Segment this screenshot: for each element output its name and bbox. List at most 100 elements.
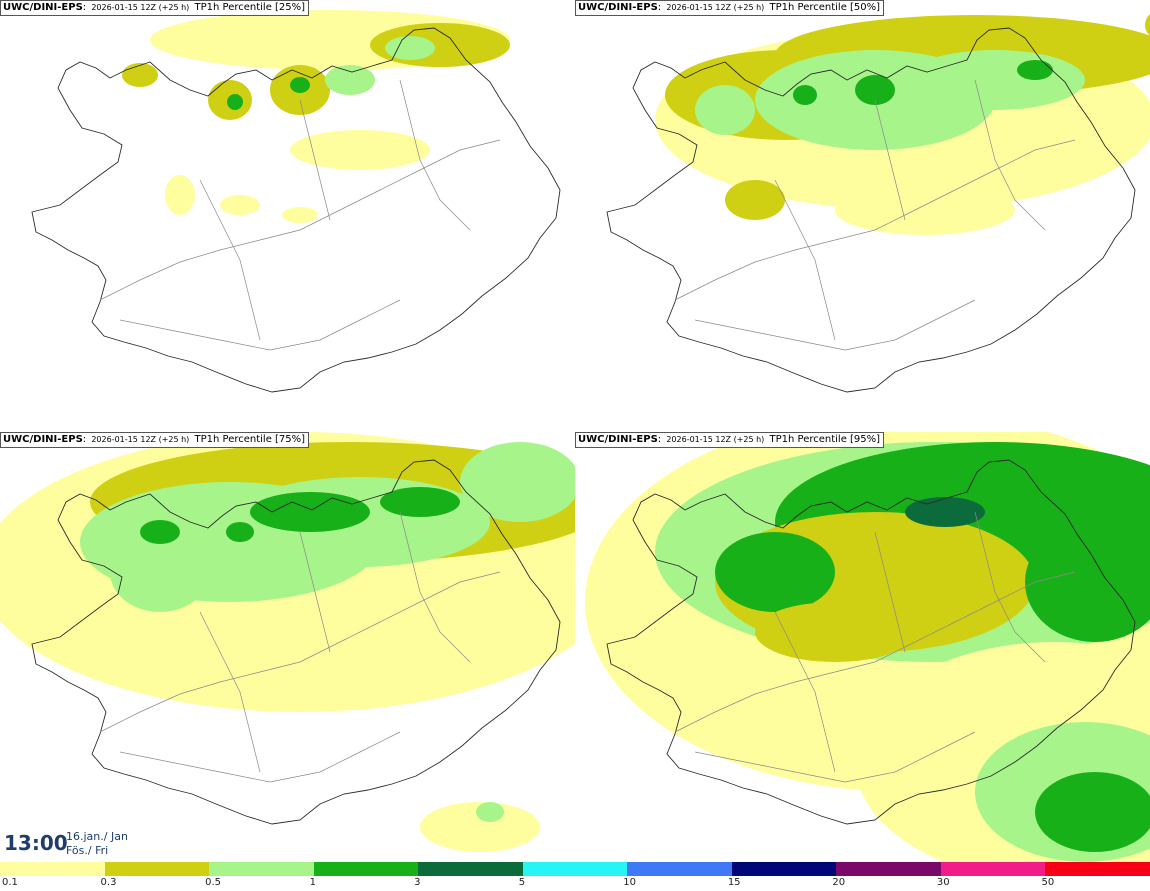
product-name: TP1h Percentile [25%] <box>194 2 306 13</box>
product-name: TP1h Percentile [50%] <box>769 2 881 13</box>
legend-label: 0.1 <box>2 877 18 888</box>
panel-title: UWC/DINI-EPS: 2026-01-15 12Z (+25 h) TP1… <box>0 432 310 448</box>
coastline <box>31 459 561 825</box>
road-line <box>694 299 976 351</box>
precip-area <box>290 77 310 93</box>
precip-area <box>226 522 254 542</box>
precip-area <box>122 63 158 87</box>
legend-swatch <box>940 862 1046 876</box>
legend-label: 20 <box>832 877 846 888</box>
road-line <box>99 139 501 301</box>
precip-field <box>122 10 510 223</box>
color-legend-labels: 0.1 0.3 0.5 1 3 5 10 15 20 30 50 <box>0 877 1150 891</box>
coastline <box>606 27 1136 393</box>
map-panel-p75: UWC/DINI-EPS: 2026-01-15 12Z (+25 h) TP1… <box>0 432 575 862</box>
precip-area <box>476 802 504 822</box>
run-info: 2026-01-15 12Z (+25 h) <box>666 435 765 444</box>
road-line <box>299 99 331 221</box>
precip-area <box>420 802 540 852</box>
precip-map-p25 <box>0 0 575 430</box>
legend-label: 0.3 <box>100 877 117 888</box>
precip-area <box>380 487 460 517</box>
map-panel-p95: UWC/DINI-EPS: 2026-01-15 12Z (+25 h) TP1… <box>575 432 1150 862</box>
road-line <box>874 99 906 221</box>
model-name: UWC/DINI-EPS <box>3 2 83 13</box>
precip-area <box>793 85 817 105</box>
panel-title: UWC/DINI-EPS: 2026-01-15 12Z (+25 h) TP1… <box>575 0 885 16</box>
legend-label: 30 <box>936 877 950 888</box>
precip-area <box>140 520 180 544</box>
precip-area <box>1025 522 1150 642</box>
legend-swatch <box>627 862 732 876</box>
run-info: 2026-01-15 12Z (+25 h) <box>666 3 765 12</box>
road-line <box>674 571 1076 733</box>
valid-time-box: 13:00 16.jan./ Jan Fös./ Fri <box>0 828 138 862</box>
precip-area <box>460 442 575 522</box>
precip-area <box>227 94 243 110</box>
panel-title: UWC/DINI-EPS: 2026-01-15 12Z (+25 h) TP1… <box>575 432 885 448</box>
precip-area <box>715 532 835 612</box>
precip-area <box>385 36 435 60</box>
precip-area <box>1035 772 1150 852</box>
precip-area <box>835 185 1015 235</box>
legend-swatch <box>1045 862 1150 876</box>
model-name: UWC/DINI-EPS <box>578 434 658 445</box>
precip-area <box>220 195 260 215</box>
legend-swatch <box>104 862 210 876</box>
road-line <box>399 511 471 663</box>
valid-date: 16.jan./ Jan Fös./ Fri <box>66 830 128 858</box>
date-label: 16.jan./ Jan <box>66 830 128 843</box>
precip-area <box>290 130 430 170</box>
precip-area <box>282 207 318 223</box>
precip-area <box>250 492 370 532</box>
precip-area <box>165 175 195 215</box>
legend-label: 0.5 <box>205 877 221 888</box>
coastline <box>606 459 1136 825</box>
road-line <box>974 79 1046 231</box>
precip-area <box>755 602 915 662</box>
legend-swatch <box>731 862 837 876</box>
road-line <box>199 611 261 773</box>
precip-area <box>1017 60 1053 80</box>
road-line <box>874 531 906 653</box>
legend-swatch <box>522 862 628 876</box>
map-panel-p50: UWC/DINI-EPS: 2026-01-15 12Z (+25 h) TP1… <box>575 0 1150 430</box>
legend-swatch <box>418 862 523 876</box>
legend-swatch <box>313 862 419 876</box>
legend-label: 1 <box>309 877 316 888</box>
panel-title: UWC/DINI-EPS: 2026-01-15 12Z (+25 h) TP1… <box>0 0 310 16</box>
precip-area <box>325 65 375 95</box>
road-line <box>774 179 836 341</box>
precip-area <box>1145 13 1150 37</box>
precip-area <box>905 497 985 527</box>
road-line <box>774 611 836 773</box>
product-name: TP1h Percentile [75%] <box>194 434 306 445</box>
run-info: 2026-01-15 12Z (+25 h) <box>91 435 190 444</box>
precip-field <box>655 13 1150 235</box>
precip-field <box>585 432 1150 862</box>
product-name: TP1h Percentile [95%] <box>769 434 881 445</box>
road-line <box>99 571 501 733</box>
valid-time: 13:00 <box>4 831 68 855</box>
road-line <box>119 731 401 783</box>
legend-swatch <box>209 862 314 876</box>
model-name: UWC/DINI-EPS <box>3 434 83 445</box>
coastline <box>31 27 561 393</box>
legend-swatch <box>836 862 941 876</box>
color-legend-bar <box>0 862 1150 876</box>
legend-label: 50 <box>1041 877 1055 888</box>
precip-map-p95 <box>575 432 1150 862</box>
legend-label: 3 <box>414 877 421 888</box>
run-info: 2026-01-15 12Z (+25 h) <box>91 3 190 12</box>
model-name: UWC/DINI-EPS <box>578 2 658 13</box>
road-line <box>974 511 1046 663</box>
road-line <box>674 139 1076 301</box>
road-line <box>299 531 331 653</box>
precip-map-p50 <box>575 0 1150 430</box>
map-panel-p25: UWC/DINI-EPS: 2026-01-15 12Z (+25 h) TP1… <box>0 0 575 430</box>
legend-label: 5 <box>518 877 526 888</box>
precip-area <box>110 532 210 612</box>
precip-area <box>855 75 895 105</box>
precip-map-p75 <box>0 432 575 862</box>
legend-label: 15 <box>727 877 741 888</box>
